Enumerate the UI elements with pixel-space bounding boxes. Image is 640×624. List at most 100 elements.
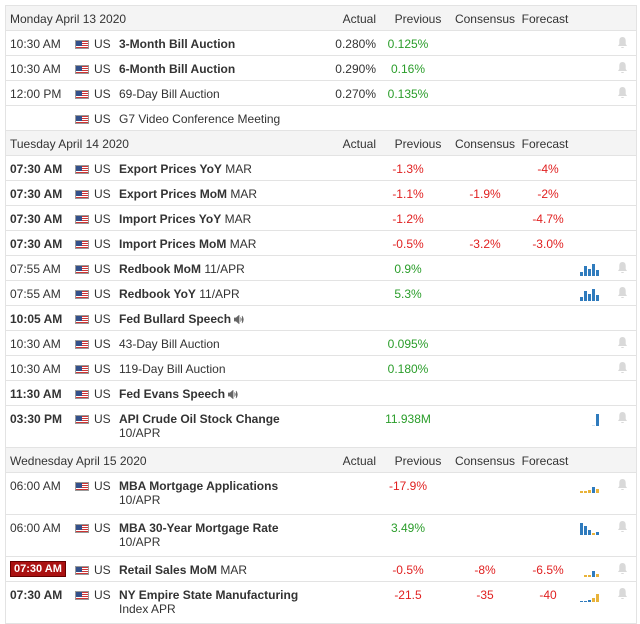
event-title[interactable]: Fed Evans Speech [119, 387, 226, 401]
event-row[interactable]: 07:30 AM US Export Prices YoY MAR -1.3% -4% [6, 156, 636, 181]
mini-chart[interactable] [580, 563, 606, 577]
alert-bell[interactable] [617, 61, 629, 75]
event-title[interactable]: Redbook MoM [119, 262, 201, 276]
alert-bell[interactable] [617, 411, 629, 425]
event-name[interactable]: API Crude Oil Stock Change 10/APR [119, 412, 329, 440]
bell-icon[interactable] [617, 478, 628, 491]
event-name[interactable]: 3-Month Bill Auction [119, 37, 329, 51]
event-row[interactable]: US G7 Video Conference Meeting [6, 106, 636, 131]
event-name[interactable]: 69-Day Bill Auction [119, 87, 329, 101]
event-title[interactable]: Import Prices MoM [119, 237, 227, 251]
event-name[interactable]: Redbook YoY 11/APR [119, 287, 329, 301]
event-row[interactable]: 06:00 AM US MBA Mortgage Applications 10/AP… [6, 473, 636, 515]
event-name[interactable]: Import Prices MoM MAR [119, 237, 329, 251]
column-header-previous: Previous [394, 12, 442, 26]
bell-icon[interactable] [617, 86, 628, 99]
event-name[interactable]: 43-Day Bill Auction [119, 337, 329, 351]
bell-icon[interactable] [617, 562, 628, 575]
event-row[interactable]: 10:30 AM US 119-Day Bill Auction 0.180% [6, 356, 636, 381]
event-title[interactable]: G7 Video Conference Meeting [119, 112, 281, 126]
bell-icon[interactable] [617, 286, 628, 299]
event-title[interactable]: 6-Month Bill Auction [119, 62, 236, 76]
event-name[interactable]: Import Prices YoY MAR [119, 212, 329, 226]
event-title[interactable]: API Crude Oil Stock Change [119, 412, 280, 426]
bell-icon[interactable] [617, 36, 628, 49]
event-row[interactable]: 03:30 PM US API Crude Oil Stock Change 10/A… [6, 406, 636, 448]
actual-value: 0.280% [335, 37, 376, 51]
bell-icon[interactable] [617, 336, 628, 349]
bell-icon[interactable] [617, 411, 628, 424]
mini-chart[interactable] [580, 588, 606, 602]
event-name[interactable]: Retail Sales MoM MAR [119, 563, 329, 577]
event-title[interactable]: Export Prices YoY [119, 162, 222, 176]
mini-chart[interactable] [580, 521, 606, 535]
event-row[interactable]: 10:30 AM US 3-Month Bill Auction 0.280% 0.12… [6, 31, 636, 56]
event-name[interactable]: Fed Evans Speech [119, 387, 329, 401]
event-row[interactable]: 07:30 AM US Export Prices MoM MAR -1.1% -1.9… [6, 181, 636, 206]
event-title[interactable]: Fed Bullard Speech [119, 312, 232, 326]
event-name[interactable]: 6-Month Bill Auction [119, 62, 329, 76]
event-row[interactable]: 06:00 AM US MBA 30-Year Mortgage Rate 10/AP… [6, 515, 636, 557]
event-name[interactable]: NY Empire State Manufacturing Index APR [119, 588, 329, 616]
event-row[interactable]: 07:30 AM US Import Prices YoY MAR -1.2% -4.7… [6, 206, 636, 231]
mini-chart-icon[interactable] [580, 588, 606, 602]
mini-chart-icon[interactable] [580, 412, 606, 426]
event-title[interactable]: 43-Day Bill Auction [119, 337, 220, 351]
event-row[interactable]: 12:00 PM US 69-Day Bill Auction 0.270% 0.135… [6, 81, 636, 106]
alert-bell[interactable] [617, 587, 629, 601]
event-title[interactable]: Retail Sales MoM [119, 563, 218, 577]
event-row[interactable]: 10:30 AM US 43-Day Bill Auction 0.095% [6, 331, 636, 356]
event-name[interactable]: MBA 30-Year Mortgage Rate 10/APR [119, 521, 329, 549]
us-flag-icon [75, 524, 89, 533]
alert-bell[interactable] [617, 36, 629, 50]
event-row[interactable]: 07:55 AM US Redbook MoM 11/APR 0.9% [6, 256, 636, 281]
event-title[interactable]: Import Prices YoY [119, 212, 222, 226]
bell-icon[interactable] [617, 261, 628, 274]
event-row[interactable]: 07:30 AM US Retail Sales MoM MAR -0.5% -8% -6… [6, 557, 636, 582]
event-row[interactable]: 07:30 AM US Import Prices MoM MAR -0.5% -3.2… [6, 231, 636, 256]
bell-icon[interactable] [617, 361, 628, 374]
mini-chart-bar [592, 598, 595, 602]
event-row[interactable]: 07:30 AM US NY Empire State Manufacturing I… [6, 582, 636, 624]
event-title[interactable]: Export Prices MoM [119, 187, 228, 201]
alert-bell[interactable] [617, 520, 629, 534]
alert-bell[interactable] [617, 361, 629, 375]
mini-chart-icon[interactable] [580, 563, 606, 577]
event-title[interactable]: Redbook YoY [119, 287, 196, 301]
event-title[interactable]: 69-Day Bill Auction [119, 87, 220, 101]
alert-bell[interactable] [617, 478, 629, 492]
alert-bell[interactable] [617, 86, 629, 100]
alert-bell[interactable] [617, 562, 629, 576]
mini-chart-icon[interactable] [580, 521, 606, 535]
bell-icon[interactable] [617, 520, 628, 533]
event-row[interactable]: 11:30 AM US Fed Evans Speech [6, 381, 636, 406]
event-title[interactable]: NY Empire State Manufacturing [119, 588, 299, 602]
event-title[interactable]: MBA 30-Year Mortgage Rate [119, 521, 279, 535]
mini-chart-icon[interactable] [580, 287, 606, 301]
event-name[interactable]: Export Prices MoM MAR [119, 187, 329, 201]
event-name[interactable]: MBA Mortgage Applications 10/APR [119, 479, 329, 507]
event-title[interactable]: MBA Mortgage Applications [119, 479, 279, 493]
alert-bell[interactable] [617, 336, 629, 350]
event-name[interactable]: G7 Video Conference Meeting [119, 112, 329, 126]
event-row[interactable]: 07:55 AM US Redbook YoY 11/APR 5.3% [6, 281, 636, 306]
event-name[interactable]: Export Prices YoY MAR [119, 162, 329, 176]
mini-chart[interactable] [580, 262, 606, 276]
us-flag-icon [75, 190, 89, 199]
bell-icon[interactable] [617, 587, 628, 600]
mini-chart-icon[interactable] [580, 262, 606, 276]
alert-bell[interactable] [617, 261, 629, 275]
mini-chart[interactable] [580, 287, 606, 301]
event-name[interactable]: 119-Day Bill Auction [119, 362, 329, 376]
event-title[interactable]: 119-Day Bill Auction [119, 362, 226, 376]
event-title[interactable]: 3-Month Bill Auction [119, 37, 236, 51]
event-name[interactable]: Redbook MoM 11/APR [119, 262, 329, 276]
bell-icon[interactable] [617, 61, 628, 74]
mini-chart-icon[interactable] [580, 479, 606, 493]
mini-chart[interactable] [580, 479, 606, 493]
event-row[interactable]: 10:30 AM US 6-Month Bill Auction 0.290% 0.16… [6, 56, 636, 81]
event-name[interactable]: Fed Bullard Speech [119, 312, 329, 326]
alert-bell[interactable] [617, 286, 629, 300]
event-row[interactable]: 10:05 AM US Fed Bullard Speech [6, 306, 636, 331]
mini-chart[interactable] [580, 412, 606, 426]
